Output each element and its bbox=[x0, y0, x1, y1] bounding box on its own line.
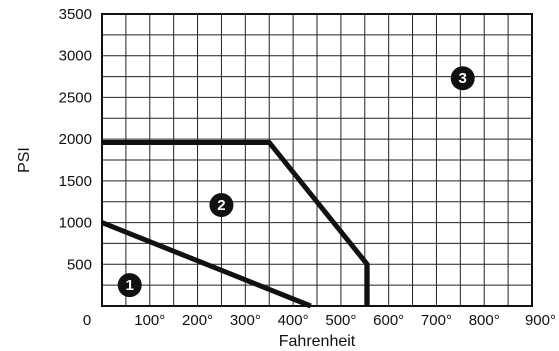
y-tick-label: 1000 bbox=[59, 215, 92, 232]
series-line bbox=[101, 220, 312, 309]
y-tick-label: 3000 bbox=[59, 48, 92, 65]
zone-badge bbox=[117, 273, 142, 298]
plot-frame bbox=[101, 13, 533, 307]
series-lines bbox=[101, 139, 370, 309]
x-tick-label: 900° bbox=[525, 312, 556, 329]
x-tick-label: 600° bbox=[373, 312, 404, 329]
y-tick-label: 500 bbox=[67, 256, 92, 273]
y-tick-label: 2500 bbox=[59, 89, 92, 106]
x-origin-label: 0 bbox=[83, 312, 91, 329]
series-line bbox=[102, 139, 370, 306]
y-tick-label: 3500 bbox=[59, 6, 92, 23]
x-tick-label: 300° bbox=[230, 312, 261, 329]
tick-labels: 500 1000 1500 2000 2500 3000 3500 100° 200° 300° 4… bbox=[59, 6, 556, 329]
x-axis-label: Fahrenheit bbox=[279, 333, 356, 350]
y-tick-label: 1500 bbox=[59, 173, 92, 190]
x-tick-label: 200° bbox=[182, 312, 213, 329]
y-axis-label: PSI bbox=[16, 147, 33, 173]
zone-badge bbox=[209, 193, 234, 218]
y-tick-label: 2000 bbox=[59, 131, 92, 148]
grid bbox=[102, 14, 532, 306]
zone-markers: 1 2 3 bbox=[117, 66, 475, 298]
zone-badge-label: 1 bbox=[126, 277, 134, 294]
zone-badge bbox=[450, 66, 475, 91]
x-tick-label: 400° bbox=[278, 312, 309, 329]
zone-badge-label: 2 bbox=[217, 197, 225, 214]
x-tick-label: 500° bbox=[325, 312, 356, 329]
x-tick-label: 100° bbox=[134, 312, 165, 329]
x-tick-label: 700° bbox=[421, 312, 452, 329]
x-tick-label: 800° bbox=[469, 312, 500, 329]
zone-badge-label: 3 bbox=[459, 70, 467, 87]
